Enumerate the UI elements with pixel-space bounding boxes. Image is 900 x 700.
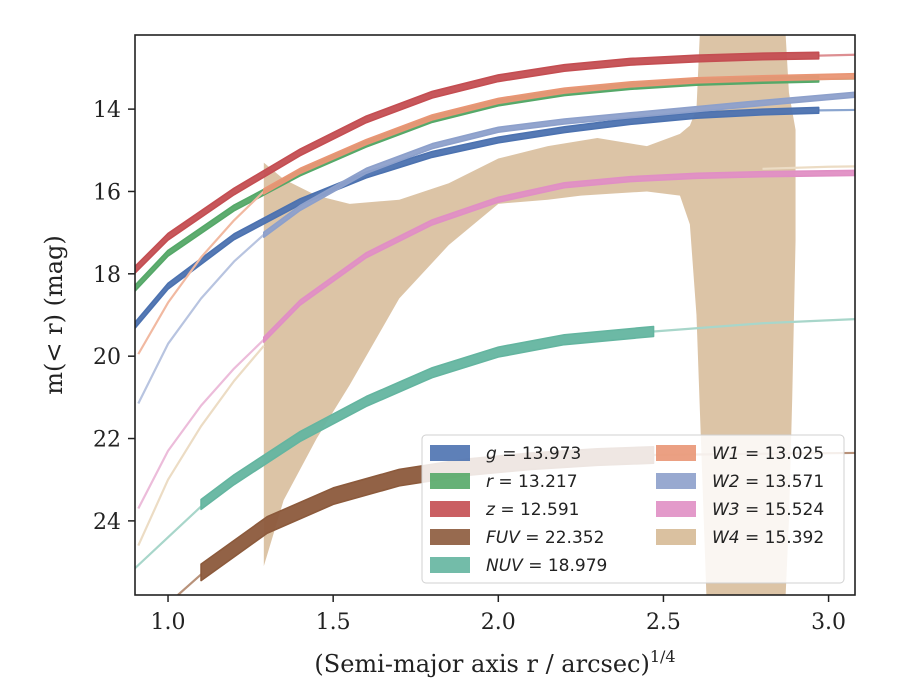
legend-label: FUV = 22.352 — [486, 528, 604, 548]
x-tick-label: 1.0 — [151, 610, 186, 635]
legend-swatch — [656, 501, 696, 517]
nuv-line-extrapolated — [135, 505, 202, 570]
y-tick-label: 14 — [93, 98, 121, 123]
w2-line-extrapolated — [137, 233, 265, 405]
legend-item-w3: W3 = 15.524 — [656, 500, 824, 520]
w3-line — [263, 169, 855, 343]
legend-swatch — [430, 501, 470, 517]
nuv-line — [200, 325, 655, 511]
x-axis-label: (Semi-major axis r / arcsec)1/4 — [314, 647, 675, 678]
legend-swatch — [430, 445, 470, 461]
legend-item-fuv: FUV = 22.352 — [430, 528, 604, 548]
x-tick-label: 2.5 — [646, 610, 681, 635]
legend-box — [421, 434, 845, 584]
y-tick-label: 22 — [93, 428, 121, 453]
w2-line — [263, 91, 855, 238]
w4-line-extrapolated — [137, 345, 265, 547]
legend-item-nuv: NUV = 18.979 — [430, 556, 607, 576]
legend-swatch — [656, 445, 696, 461]
legend-label: W4 = 15.392 — [712, 528, 824, 548]
legend-label: NUV = 18.979 — [486, 556, 607, 576]
legend-swatch — [430, 557, 470, 573]
w1-line-extrapolated — [137, 190, 265, 355]
legend-label: z = 12.591 — [485, 500, 579, 520]
legend-label: W3 = 15.524 — [712, 500, 824, 520]
y-tick-label: 16 — [93, 180, 121, 205]
legend-swatch — [656, 529, 696, 545]
axis-ticks — [128, 108, 830, 602]
legend-item-w1: W1 = 13.025 — [656, 444, 824, 464]
y-tick-label: 18 — [93, 263, 121, 288]
legend-item-w4: W4 = 15.392 — [656, 528, 824, 548]
w1-line — [263, 72, 855, 195]
z-line — [135, 51, 820, 274]
legend-item-z: z = 12.591 — [430, 500, 579, 520]
legend: g = 13.973 r = 13.217 z = 12.591 FUV = 22.3… — [421, 434, 845, 584]
y-tick-label: 24 — [93, 510, 121, 535]
legend-item-r: r = 13.217 — [430, 472, 578, 492]
legend-swatch — [430, 529, 470, 545]
z-line-extrapolated — [818, 53, 855, 57]
legend-swatch — [430, 473, 470, 489]
x-tick-label: 1.5 — [316, 610, 351, 635]
fuv-line-extrapolated — [177, 573, 202, 595]
legend-label: r = 13.217 — [486, 472, 578, 492]
w3-line-extrapolated — [137, 338, 265, 510]
y-axis-label: m(< r) (mag) — [40, 235, 68, 394]
x-tick-label: 2.0 — [481, 610, 516, 635]
x-tick-label: 3.0 — [811, 610, 846, 635]
legend-item-g: g = 13.973 — [430, 444, 581, 464]
legend-swatch — [656, 473, 696, 489]
legend-item-w2: W2 = 13.571 — [656, 472, 824, 492]
y-tick-label: 20 — [93, 345, 121, 370]
w4-line-extrapolated — [762, 165, 855, 170]
tick-labels: 1.0 1.5 2.0 2.5 3.0 14 16 18 20 22 24 — [93, 98, 846, 635]
legend-label: g = 13.973 — [486, 444, 581, 464]
nuv-line-extrapolated — [653, 318, 855, 333]
legend-label: W2 = 13.571 — [712, 472, 824, 492]
legend-label: W1 = 13.025 — [712, 444, 824, 464]
plot-frame — [134, 34, 856, 596]
